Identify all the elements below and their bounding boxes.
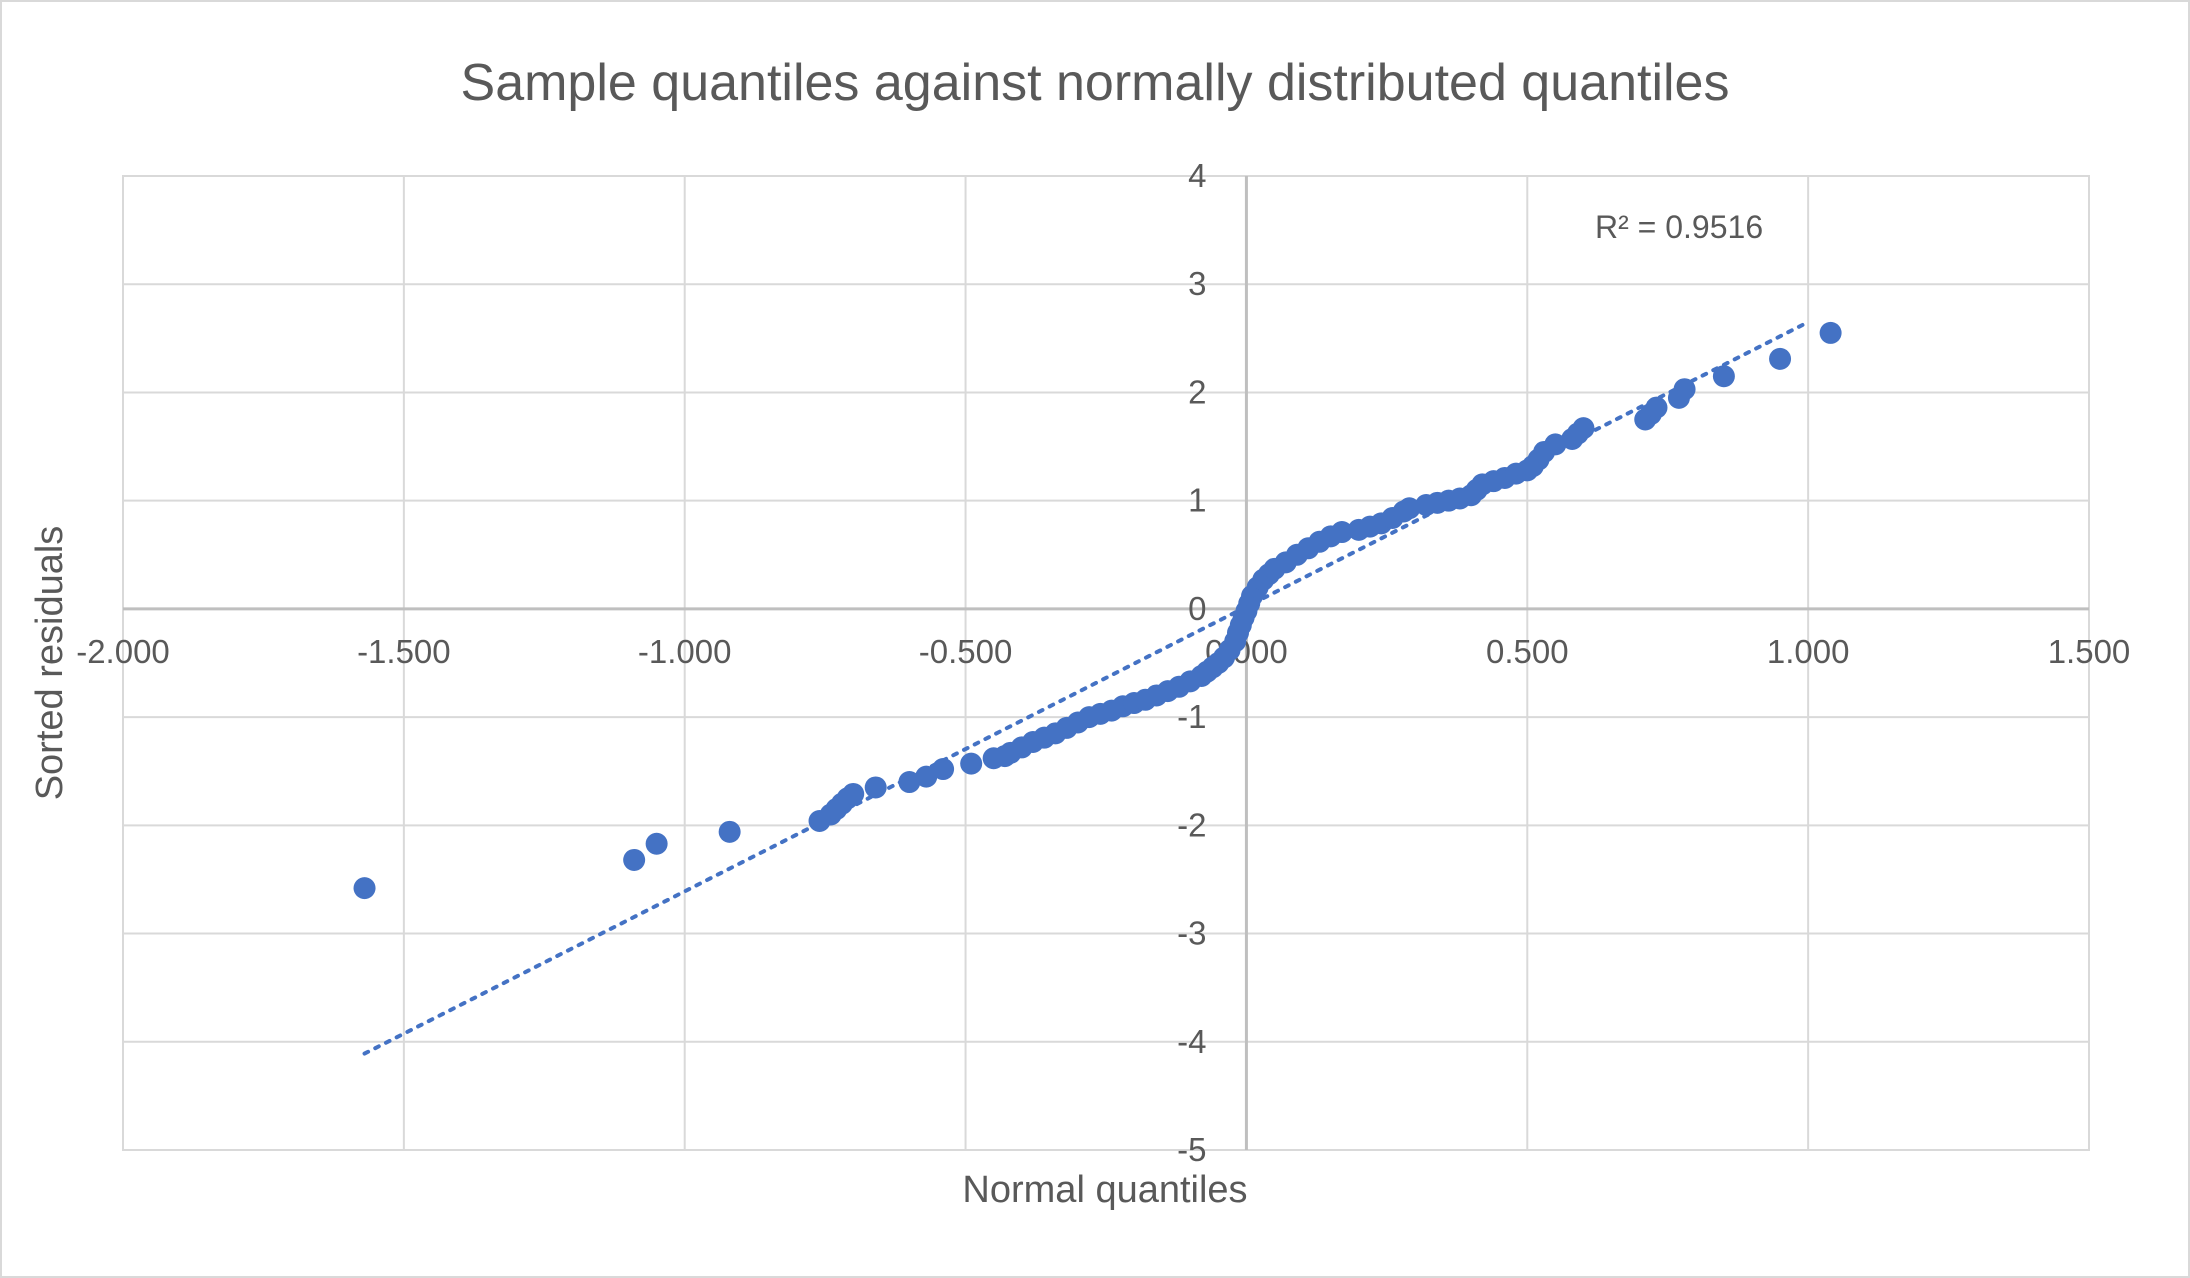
plot-area-border <box>122 175 2090 1151</box>
x-tick-label: -1.000 <box>638 633 732 670</box>
r-squared-label: R² = 0.9516 <box>1595 209 1763 245</box>
y-tick-label: 1 <box>1188 482 1206 519</box>
data-point <box>623 848 646 871</box>
x-tick-label: -1.500 <box>357 633 451 670</box>
data-point <box>1544 433 1567 456</box>
x-tick-label: -0.500 <box>919 633 1013 670</box>
y-tick-label: 3 <box>1188 265 1206 302</box>
x-axis-tick-labels: -2.000 -1.500 -1.000 -0.500 0.000 0.500 1.000 1… <box>76 633 2130 670</box>
y-axis-title: Sorted residuals <box>29 526 71 801</box>
data-point <box>1330 521 1353 544</box>
data-point <box>915 765 938 788</box>
y-tick-label: 4 <box>1188 157 1206 194</box>
y-tick-label: -2 <box>1177 806 1206 843</box>
data-point <box>1645 396 1668 419</box>
y-tick-label: -4 <box>1177 1023 1206 1060</box>
x-tick-label: -2.000 <box>76 633 170 670</box>
data-point <box>1398 497 1421 520</box>
data-point <box>1572 417 1595 440</box>
data-point <box>1712 365 1735 388</box>
data-point <box>1673 378 1696 401</box>
y-tick-label: -1 <box>1177 698 1206 735</box>
y-tick-label: -3 <box>1177 915 1206 952</box>
x-tick-label: 1.500 <box>2048 633 2131 670</box>
chart-title: Sample quantiles against normally distri… <box>461 54 1730 112</box>
data-point <box>864 776 887 799</box>
axes <box>123 176 2089 1150</box>
data-point <box>353 877 376 900</box>
data-point <box>1769 347 1792 370</box>
x-axis-title: Normal quantiles <box>962 1169 1247 1211</box>
data-point <box>898 771 921 794</box>
data-point <box>1819 321 1842 344</box>
y-tick-label: 2 <box>1188 373 1206 410</box>
data-point <box>932 758 955 781</box>
data-point <box>645 832 668 855</box>
y-tick-label: -5 <box>1177 1131 1206 1168</box>
x-tick-label: 1.000 <box>1767 633 1850 670</box>
data-point <box>960 752 983 775</box>
y-tick-label: 0 <box>1188 590 1206 627</box>
data-point <box>842 782 865 805</box>
data-points <box>353 321 1842 900</box>
y-axis-tick-labels: 4 3 2 1 0 -1 -2 -3 -4 -5 <box>1177 157 1206 1168</box>
x-tick-label: 0.500 <box>1486 633 1569 670</box>
data-point <box>718 820 741 843</box>
